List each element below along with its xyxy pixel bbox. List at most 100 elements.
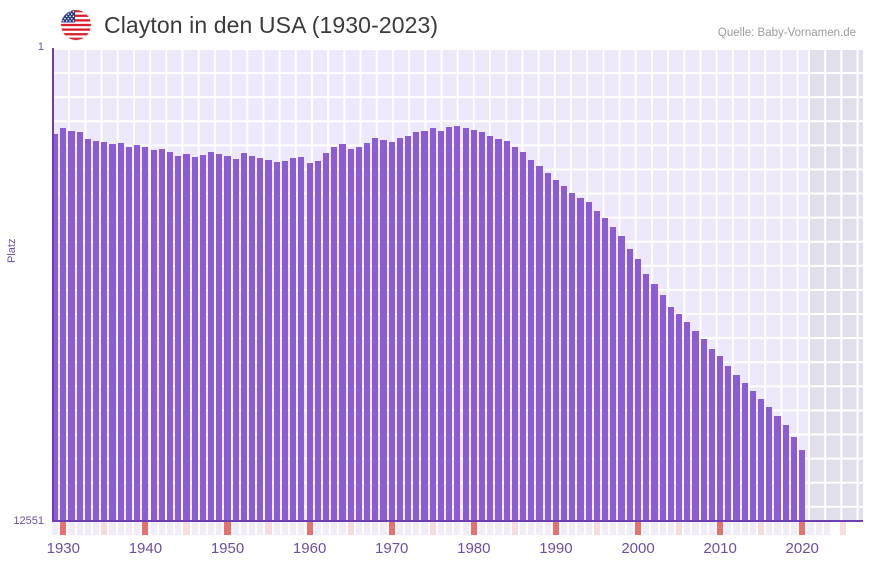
bar[interactable] bbox=[347, 149, 354, 521]
bar[interactable] bbox=[446, 127, 453, 521]
x-axis-tick bbox=[831, 522, 839, 535]
bar[interactable] bbox=[741, 383, 748, 521]
bar[interactable] bbox=[331, 147, 338, 521]
x-axis-tick bbox=[511, 522, 518, 535]
bar[interactable] bbox=[183, 154, 190, 521]
bar[interactable] bbox=[158, 149, 165, 521]
bar[interactable] bbox=[93, 141, 100, 521]
bar[interactable] bbox=[207, 152, 215, 521]
x-axis-tick bbox=[372, 522, 379, 535]
bar[interactable] bbox=[76, 132, 83, 521]
x-axis-tick bbox=[840, 522, 847, 535]
bar[interactable] bbox=[52, 134, 59, 521]
bar[interactable] bbox=[544, 173, 551, 521]
bar[interactable] bbox=[273, 162, 280, 521]
bar[interactable] bbox=[388, 142, 395, 521]
bar[interactable] bbox=[199, 155, 206, 521]
bar[interactable] bbox=[684, 322, 691, 521]
bar[interactable] bbox=[413, 132, 420, 521]
bar[interactable] bbox=[265, 160, 272, 521]
bar[interactable] bbox=[675, 314, 683, 521]
bar[interactable] bbox=[626, 249, 633, 521]
bar[interactable] bbox=[717, 356, 724, 521]
bar[interactable] bbox=[692, 331, 699, 521]
bar[interactable] bbox=[240, 153, 248, 521]
bar[interactable] bbox=[60, 128, 67, 521]
bar[interactable] bbox=[429, 128, 436, 521]
bar[interactable] bbox=[782, 425, 789, 521]
bar[interactable] bbox=[766, 407, 773, 521]
bar[interactable] bbox=[232, 159, 239, 521]
bar[interactable] bbox=[142, 147, 149, 521]
bar[interactable] bbox=[249, 156, 256, 521]
x-axis-tick bbox=[799, 522, 806, 535]
bar[interactable] bbox=[774, 416, 781, 521]
bar[interactable] bbox=[511, 147, 518, 521]
bar[interactable] bbox=[462, 128, 469, 521]
bar[interactable] bbox=[101, 142, 108, 521]
bar[interactable] bbox=[470, 130, 477, 521]
bar[interactable] bbox=[454, 126, 461, 521]
bar[interactable] bbox=[528, 160, 535, 521]
bar[interactable] bbox=[618, 236, 625, 521]
bar[interactable] bbox=[478, 132, 486, 521]
bar[interactable] bbox=[405, 136, 412, 521]
bar[interactable] bbox=[396, 138, 403, 521]
bar[interactable] bbox=[380, 140, 387, 521]
bar[interactable] bbox=[191, 157, 198, 521]
bar[interactable] bbox=[585, 202, 592, 521]
bar[interactable] bbox=[561, 186, 568, 521]
bar[interactable] bbox=[322, 153, 330, 521]
bar[interactable] bbox=[339, 144, 346, 521]
bar[interactable] bbox=[134, 145, 141, 521]
bar[interactable] bbox=[281, 161, 289, 521]
bar[interactable] bbox=[257, 158, 264, 521]
bar[interactable] bbox=[503, 141, 510, 521]
x-axis-tick bbox=[109, 522, 116, 535]
bar[interactable] bbox=[667, 307, 674, 521]
bar[interactable] bbox=[437, 131, 445, 521]
bar[interactable] bbox=[224, 156, 231, 521]
bar[interactable] bbox=[602, 218, 609, 521]
bar[interactable] bbox=[659, 295, 666, 521]
x-axis-tick bbox=[725, 522, 732, 535]
bar[interactable] bbox=[363, 143, 371, 521]
bar[interactable] bbox=[634, 259, 642, 521]
bar[interactable] bbox=[290, 158, 297, 521]
bar[interactable] bbox=[733, 375, 740, 521]
x-axis-tick bbox=[257, 522, 264, 535]
bar[interactable] bbox=[372, 138, 379, 521]
bar[interactable] bbox=[749, 391, 757, 521]
bar[interactable] bbox=[569, 193, 576, 521]
bar[interactable] bbox=[799, 450, 806, 521]
bar[interactable] bbox=[109, 144, 116, 521]
bar[interactable] bbox=[306, 163, 313, 521]
bar[interactable] bbox=[487, 136, 494, 521]
bar[interactable] bbox=[84, 139, 92, 521]
bar[interactable] bbox=[700, 339, 707, 521]
bar[interactable] bbox=[519, 152, 527, 521]
bar[interactable] bbox=[790, 437, 798, 521]
bar[interactable] bbox=[166, 152, 174, 521]
bar[interactable] bbox=[651, 284, 658, 521]
bar[interactable] bbox=[175, 156, 182, 521]
bar[interactable] bbox=[355, 147, 362, 521]
bar[interactable] bbox=[593, 211, 601, 521]
bar[interactable] bbox=[495, 139, 502, 521]
bar[interactable] bbox=[577, 198, 584, 521]
bar[interactable] bbox=[150, 150, 157, 521]
bar[interactable] bbox=[758, 399, 765, 521]
bar[interactable] bbox=[643, 274, 650, 521]
bar[interactable] bbox=[536, 166, 543, 521]
bar[interactable] bbox=[610, 227, 617, 521]
bar[interactable] bbox=[708, 349, 715, 521]
bar[interactable] bbox=[216, 154, 223, 521]
bar[interactable] bbox=[298, 157, 305, 521]
bar[interactable] bbox=[314, 161, 321, 521]
bar[interactable] bbox=[125, 147, 133, 521]
bar[interactable] bbox=[421, 131, 428, 521]
bar[interactable] bbox=[552, 180, 559, 521]
bar[interactable] bbox=[68, 131, 75, 521]
bar[interactable] bbox=[725, 366, 732, 521]
bar[interactable] bbox=[117, 143, 124, 521]
